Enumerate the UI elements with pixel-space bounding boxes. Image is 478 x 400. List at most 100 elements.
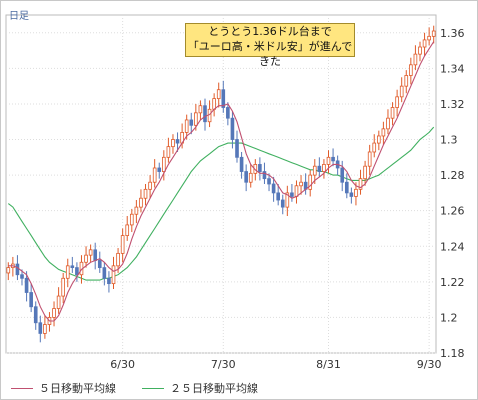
- candle-body: [308, 174, 313, 190]
- candle-body: [395, 96, 399, 108]
- candle-body: [152, 167, 157, 183]
- candle-body: [354, 188, 358, 197]
- candle-body: [24, 277, 29, 293]
- candle-body: [212, 98, 216, 110]
- y-tick-label: 1.24: [440, 240, 465, 253]
- y-tick-label: 1.2: [440, 311, 458, 324]
- ma5-line: [8, 41, 435, 322]
- y-tick-label: 1.36: [440, 27, 465, 40]
- candle-body: [129, 213, 134, 226]
- candle-body: [312, 165, 317, 176]
- candle-body: [157, 167, 162, 172]
- candle-body: [244, 171, 248, 183]
- x-tick-label: 8/31: [316, 358, 341, 371]
- x-tick-label: 9/30: [417, 358, 442, 371]
- annotation-callout: とうとう1.36ドル台まで 「ユーロ高・米ドル安」が進んできた: [185, 23, 355, 68]
- candle-body: [239, 156, 244, 172]
- legend-label-ma5: ５日移動平均線: [39, 382, 116, 395]
- candle-body: [175, 139, 180, 144]
- candle-body: [413, 53, 418, 66]
- candle-body: [194, 112, 198, 126]
- legend: ５日移動平均線 ２５日移動平均線: [11, 380, 258, 396]
- candle-body: [267, 178, 271, 185]
- callout-line-2: 「ユーロ高・米ドル安」が進んできた: [187, 40, 353, 68]
- candle-body: [116, 252, 120, 267]
- candle-body: [262, 171, 267, 180]
- candle-body: [189, 119, 194, 126]
- candle-body: [56, 295, 61, 309]
- candle-body: [102, 267, 107, 279]
- candle-body: [322, 164, 326, 172]
- candle-body: [75, 267, 79, 276]
- candle-body: [363, 165, 367, 180]
- ma25-line: [7, 126, 435, 281]
- candle-body: [93, 249, 98, 261]
- candle-body: [276, 192, 280, 201]
- plot-border: [5, 14, 437, 354]
- candle-body: [43, 324, 47, 334]
- candle-body: [88, 249, 93, 256]
- candle-body: [248, 172, 253, 183]
- candle-body: [65, 265, 70, 279]
- legend-swatch-ma5: [11, 387, 33, 389]
- candle-body: [216, 89, 221, 100]
- x-tick-label: 6/30: [110, 358, 135, 371]
- candle-body: [326, 156, 331, 165]
- candle-body: [184, 119, 189, 133]
- candle-body: [143, 188, 148, 199]
- y-tick-label: 1.18: [440, 347, 465, 360]
- y-tick-label: 1.32: [440, 98, 465, 111]
- ma5-layer: [8, 41, 435, 322]
- candle-body: [20, 274, 24, 279]
- candle-body: [120, 235, 125, 254]
- candle-body: [15, 263, 20, 276]
- candle-body: [52, 308, 56, 318]
- candle-body: [372, 142, 377, 153]
- candle-body: [148, 181, 152, 190]
- candle-body: [294, 185, 299, 197]
- candle-body: [358, 178, 363, 190]
- candle-body: [84, 254, 88, 263]
- legend-item-ma5: ５日移動平均線: [11, 380, 116, 396]
- candle-body: [235, 139, 239, 158]
- candle-body: [171, 139, 175, 148]
- legend-label-ma25: ２５日移動平均線: [170, 382, 258, 395]
- candle-body: [38, 322, 43, 334]
- candle-body: [139, 197, 143, 208]
- y-tick-label: 1.22: [440, 276, 465, 289]
- candle-body: [166, 146, 171, 158]
- candle-body: [422, 39, 427, 48]
- candle-body: [258, 164, 262, 172]
- candle-body: [399, 85, 404, 98]
- candle-body: [331, 156, 335, 162]
- candle-body: [418, 46, 422, 55]
- candle-body: [344, 181, 349, 194]
- candle-body: [198, 105, 203, 114]
- candle-body: [386, 117, 390, 130]
- candle-body: [61, 277, 65, 297]
- candle-body: [431, 30, 436, 37]
- candle-body: [271, 183, 276, 194]
- ma25-layer: [7, 126, 435, 281]
- y-tick-label: 1.26: [440, 205, 465, 218]
- candle-body: [285, 192, 290, 208]
- candle-body: [409, 64, 413, 76]
- y-tick-label: 1.34: [440, 62, 465, 75]
- candle-body: [280, 199, 285, 208]
- candle-body: [367, 151, 372, 167]
- callout-line-1: とうとう1.36ドル台まで: [208, 25, 332, 38]
- candle-body: [203, 105, 207, 123]
- candle-body: [70, 265, 75, 269]
- candle-body: [125, 224, 130, 236]
- grid-layer: [5, 14, 437, 354]
- candle-body: [377, 135, 381, 144]
- candle-body: [349, 192, 354, 197]
- candle-body: [290, 192, 294, 197]
- candle-body: [427, 35, 431, 41]
- x-tick-label: 7/30: [211, 358, 236, 371]
- candle-body: [381, 128, 386, 137]
- legend-item-ma25: ２５日移動平均線: [142, 380, 258, 396]
- y-tick-label: 1.3: [440, 134, 458, 147]
